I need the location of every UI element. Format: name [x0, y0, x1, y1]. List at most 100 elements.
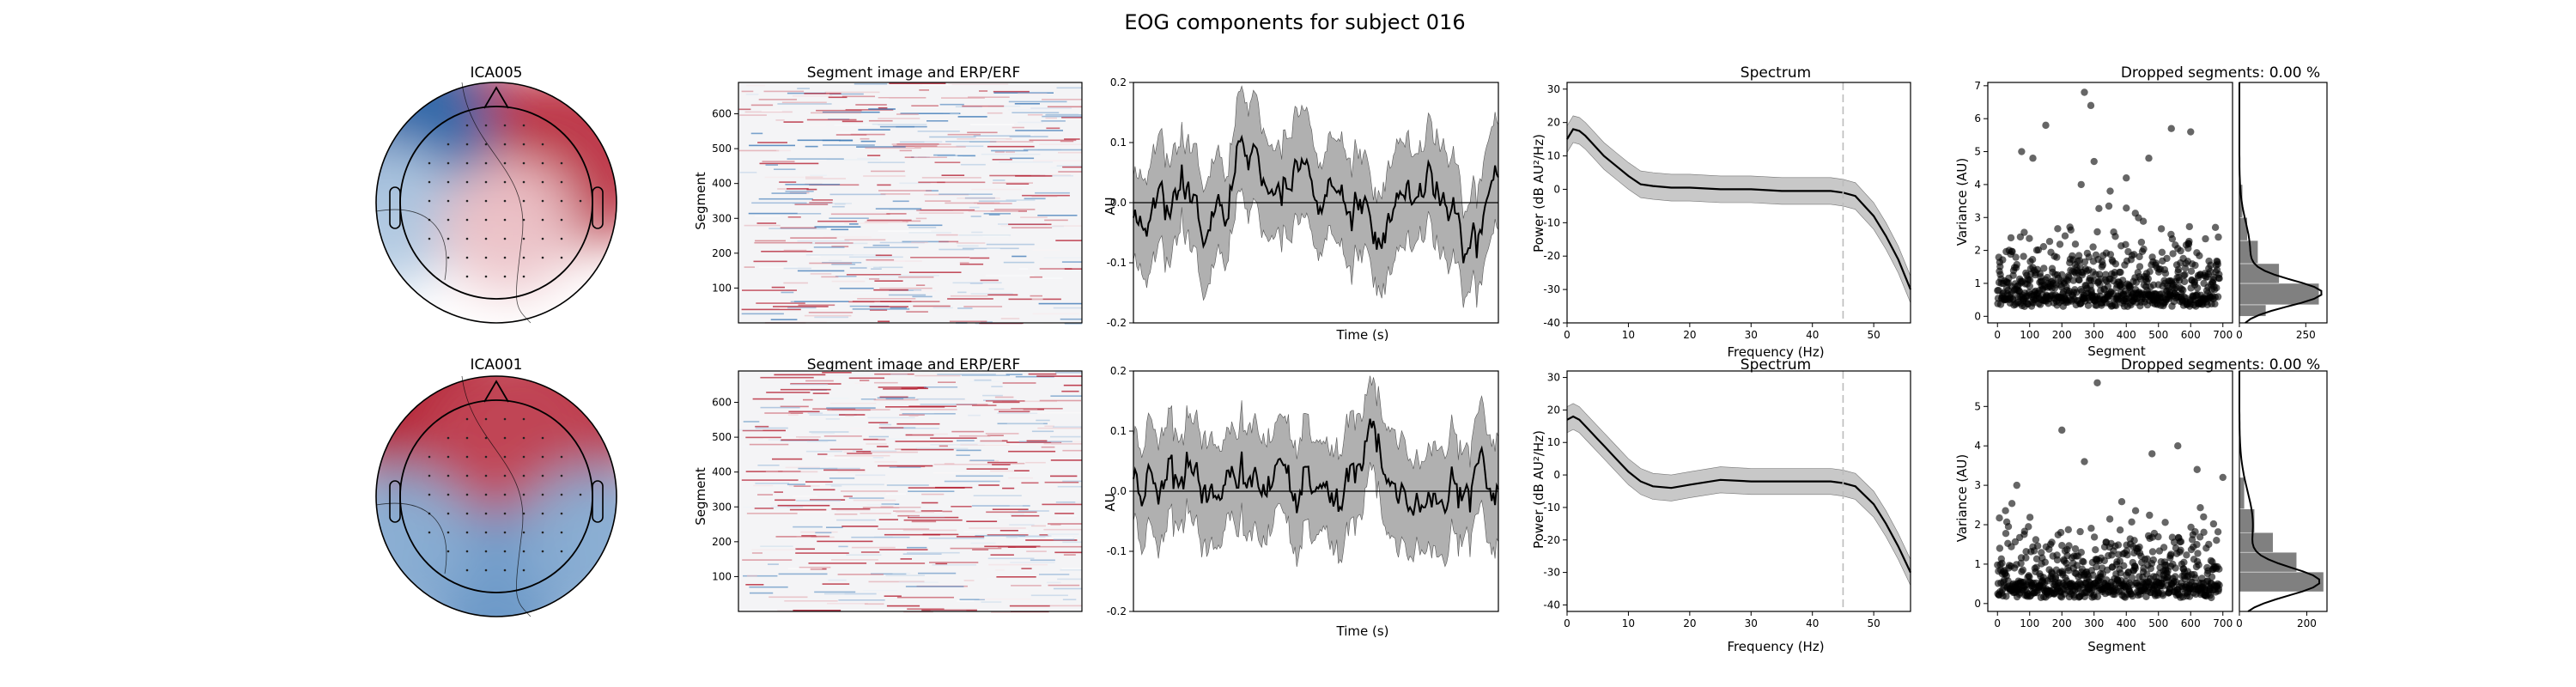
erp-ytick-label: 0.2 [1110, 76, 1127, 88]
segment-stripe [813, 489, 835, 491]
segment-stripe [868, 108, 896, 110]
segment-stripe [781, 101, 827, 104]
variance-point [2167, 550, 2175, 558]
segment-stripe [764, 412, 804, 414]
sensor-dot [484, 180, 488, 184]
variance-point [2017, 559, 2025, 568]
sensor-dot [484, 256, 488, 259]
segment-stripe [1007, 546, 1036, 548]
segment-stripe [1061, 117, 1082, 119]
segment-stripe [823, 469, 866, 471]
segment-stripe [913, 305, 951, 307]
segment-stripe [911, 520, 937, 523]
variance-point [2087, 525, 2095, 532]
segment-stripe [971, 231, 983, 234]
segment-stripe [922, 84, 952, 86]
segment-stripe [929, 562, 979, 563]
segment-stripe [988, 563, 1048, 566]
erp-ytick-label: -0.1 [1107, 257, 1127, 269]
spectrum-ytick-label: 10 [1547, 150, 1560, 162]
segment-stripe [783, 121, 804, 123]
histogram-frame [2239, 370, 2328, 612]
segment-stripe [781, 291, 794, 294]
segment-stripe [853, 499, 896, 502]
segment-stripe [828, 467, 860, 470]
segment-stripe [743, 575, 778, 577]
segment-stripe [908, 271, 962, 273]
segment-stripe [962, 105, 1005, 107]
segment-stripe [744, 224, 781, 227]
segment-stripe [1012, 255, 1027, 258]
segment-stripe [780, 388, 831, 391]
segment-stripe [899, 414, 925, 416]
sensor-dot [522, 124, 526, 127]
segment-stripe [1062, 449, 1082, 452]
segment-stripe [873, 289, 908, 291]
segment-stripe [1043, 443, 1082, 445]
segment-stripe [1008, 477, 1033, 479]
variance-xtick-label: 400 [2117, 617, 2136, 629]
segment-stripe [1026, 550, 1047, 552]
segment-stripe [769, 228, 827, 229]
segment-stripe [968, 96, 1010, 98]
segment-stripe [1044, 425, 1054, 428]
variance-point [2123, 174, 2130, 182]
segment-stripe [1008, 223, 1052, 226]
sensor-dot [541, 237, 544, 240]
spectrum-plot: 0 10 20 30 40 50 -40 -30 -20 -10 0 10 20 30 [1543, 370, 1911, 629]
variance-xlabel: Segment [2087, 344, 2146, 359]
segment-stripe [845, 414, 854, 416]
spectrum-ytick-label: -10 [1543, 216, 1560, 228]
sensor-dot [465, 455, 469, 459]
spectrum-ytick-label: -20 [1543, 250, 1560, 262]
segment-stripe [829, 193, 886, 196]
segment-stripe [763, 90, 805, 93]
segment-image-ylabel: Segment [693, 172, 708, 230]
segment-stripe [1020, 216, 1048, 218]
segment-stripe [932, 564, 977, 566]
segment-image-frame [738, 370, 1083, 612]
segment-stripe [778, 573, 828, 575]
variance-ytick-label: 4 [1974, 440, 1981, 452]
sensor-dot [447, 143, 450, 146]
segment-stripe [1011, 514, 1040, 517]
segment-stripe [983, 213, 1011, 215]
segment-stripe [937, 374, 996, 375]
segment-stripe [985, 400, 1025, 402]
segment-stripe [1058, 171, 1082, 173]
segment-stripe [788, 410, 820, 413]
segment-stripe [991, 386, 1003, 387]
segment-stripe [1018, 537, 1073, 539]
segment-stripe [759, 162, 819, 165]
segment-stripe [1044, 219, 1068, 222]
segment-stripe [760, 545, 793, 547]
segment-stripe [924, 141, 969, 143]
sensor-dot [484, 568, 488, 572]
sensor-dot [503, 256, 507, 259]
sensor-dot [465, 417, 469, 421]
segment-stripe [993, 92, 1054, 94]
sensor-dot [465, 180, 469, 184]
segment-stripe [760, 376, 814, 379]
segment-stripe [868, 581, 925, 583]
spectrum-xtick-label: 40 [1806, 617, 1819, 629]
sensor-dot [503, 531, 507, 534]
segment-stripe [889, 209, 920, 211]
segment-stripe [814, 591, 856, 593]
segment-stripe [1062, 599, 1077, 600]
variance-point [2146, 268, 2154, 276]
segment-stripe [996, 576, 1036, 578]
segment-stripe [979, 90, 988, 92]
variance-point [2170, 538, 2178, 546]
segment-stripe [755, 483, 790, 484]
variance-point [2032, 555, 2041, 562]
variance-point [2193, 284, 2202, 292]
segment-stripe [994, 396, 1014, 398]
segment-stripe [871, 268, 882, 270]
spectrum-ylabel: Power (dB AU²/Hz) [1531, 430, 1546, 549]
segment-stripe [963, 306, 1003, 307]
segment-stripe [836, 131, 871, 133]
segment-stripe [852, 450, 897, 452]
variance-point [2112, 301, 2120, 310]
segment-stripe [961, 374, 1010, 376]
